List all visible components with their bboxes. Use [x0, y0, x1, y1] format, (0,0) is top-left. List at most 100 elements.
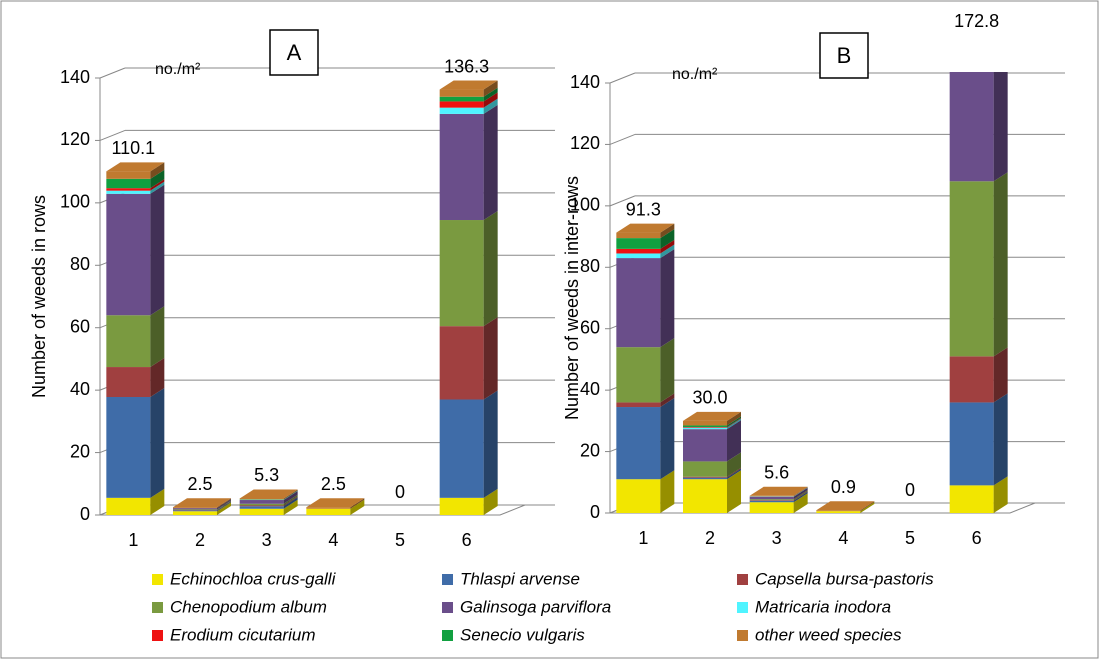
- bar-segment: [683, 421, 727, 426]
- legend-swatch: [152, 630, 163, 641]
- bar-segment: [616, 238, 660, 249]
- x-tick-label: 4: [838, 528, 848, 548]
- bar-segment: [106, 194, 150, 315]
- legend-swatch: [152, 602, 163, 613]
- bar-segment: [106, 179, 150, 188]
- total-label: 30.0: [692, 388, 727, 408]
- x-tick-label: 3: [772, 528, 782, 548]
- bar-side: [150, 185, 164, 315]
- bar-segment: [440, 400, 484, 498]
- bar-segment: [240, 500, 284, 504]
- bar-segment: [683, 461, 727, 476]
- bar-side: [484, 105, 498, 220]
- bar-segment: [173, 507, 217, 508]
- bar-segment: [683, 425, 727, 427]
- legend-swatch: [737, 630, 748, 641]
- bar-segment: [440, 90, 484, 97]
- y-tick-label: 80: [70, 254, 90, 274]
- y-tick-label: 120: [60, 129, 90, 149]
- bar-side: [994, 172, 1008, 356]
- bar-segment: [750, 502, 794, 513]
- legend-swatch: [737, 574, 748, 585]
- bar-segment: [440, 114, 484, 220]
- x-tick-label: 3: [262, 530, 272, 550]
- y-tick-label: 60: [70, 316, 90, 336]
- total-label: 172.8: [954, 11, 999, 31]
- legend-label: Chenopodium album: [170, 597, 327, 616]
- x-tick-label: 6: [462, 530, 472, 550]
- legend-swatch: [737, 602, 748, 613]
- panel-label: A: [287, 40, 302, 65]
- bar-side: [660, 249, 674, 347]
- bar-segment: [173, 510, 217, 511]
- bar-segment: [616, 253, 660, 258]
- bar-segment: [106, 315, 150, 367]
- bar-segment: [616, 347, 660, 402]
- bar-segment: [683, 479, 727, 513]
- unit-annotation: no./m²: [155, 61, 201, 78]
- y-tick-label: 60: [580, 317, 600, 337]
- legend-label: Capsella bursa-pastoris: [755, 569, 934, 588]
- bar-segment: [240, 504, 284, 506]
- bar-side: [660, 398, 674, 479]
- bar-segment: [106, 498, 150, 515]
- total-label: 110.1: [111, 138, 155, 158]
- legend-label: Erodium cicutarium: [170, 625, 316, 644]
- bar-segment: [106, 367, 150, 397]
- bar-segment: [950, 485, 994, 513]
- bar-segment: [616, 258, 660, 347]
- bar-segment: [306, 507, 350, 509]
- y-tick-label: 140: [60, 67, 90, 87]
- total-label: 91.3: [626, 199, 661, 219]
- bar-segment: [750, 499, 794, 500]
- y-axis-title: Number of weeds in rows: [29, 195, 49, 398]
- x-tick-label: 5: [905, 528, 915, 548]
- bar-segment: [173, 508, 217, 509]
- legend-swatch: [442, 630, 453, 641]
- bar-segment: [616, 249, 660, 254]
- bar-segment: [683, 478, 727, 480]
- bar-segment: [240, 498, 284, 499]
- bar-segment: [440, 97, 484, 102]
- bar-segment: [683, 428, 727, 430]
- y-tick-label: 80: [580, 256, 600, 276]
- total-label: 5.6: [764, 463, 789, 483]
- bar-segment: [440, 220, 484, 326]
- bar-segment: [240, 509, 284, 515]
- x-tick-label: 4: [328, 530, 338, 550]
- bar-segment: [683, 429, 727, 461]
- y-tick-label: 0: [590, 502, 600, 522]
- bar-segment: [750, 500, 794, 501]
- bar-segment: [173, 511, 217, 515]
- bar-segment: [683, 427, 727, 428]
- bar-segment: [750, 501, 794, 503]
- bar-segment: [240, 505, 284, 506]
- legend-swatch: [442, 574, 453, 585]
- bar-segment: [240, 506, 284, 508]
- unit-annotation: no./m²: [672, 66, 718, 83]
- bar-side: [150, 388, 164, 498]
- bar-side: [660, 338, 674, 402]
- bar-segment: [950, 402, 994, 485]
- total-label: 0.9: [831, 477, 856, 497]
- bar-side: [484, 391, 498, 498]
- y-tick-label: 120: [570, 133, 600, 153]
- y-axis-title: Number of weeds in inter-rows: [562, 176, 582, 420]
- legend-label: other weed species: [755, 625, 902, 644]
- bar-segment: [440, 101, 484, 107]
- bar-segment: [750, 496, 794, 497]
- total-label: 136.3: [444, 56, 489, 76]
- bar-side: [484, 211, 498, 326]
- x-tick-label: 1: [638, 528, 648, 548]
- bar-segment: [616, 479, 660, 513]
- y-tick-label: 20: [70, 441, 90, 461]
- y-tick-label: 140: [570, 72, 600, 92]
- bar-segment: [750, 497, 794, 499]
- bar-segment: [440, 108, 484, 114]
- bar-segment: [950, 181, 994, 356]
- bar-segment: [106, 191, 150, 194]
- bar-segment: [616, 402, 660, 407]
- legend-label: Thlaspi arvense: [460, 569, 580, 588]
